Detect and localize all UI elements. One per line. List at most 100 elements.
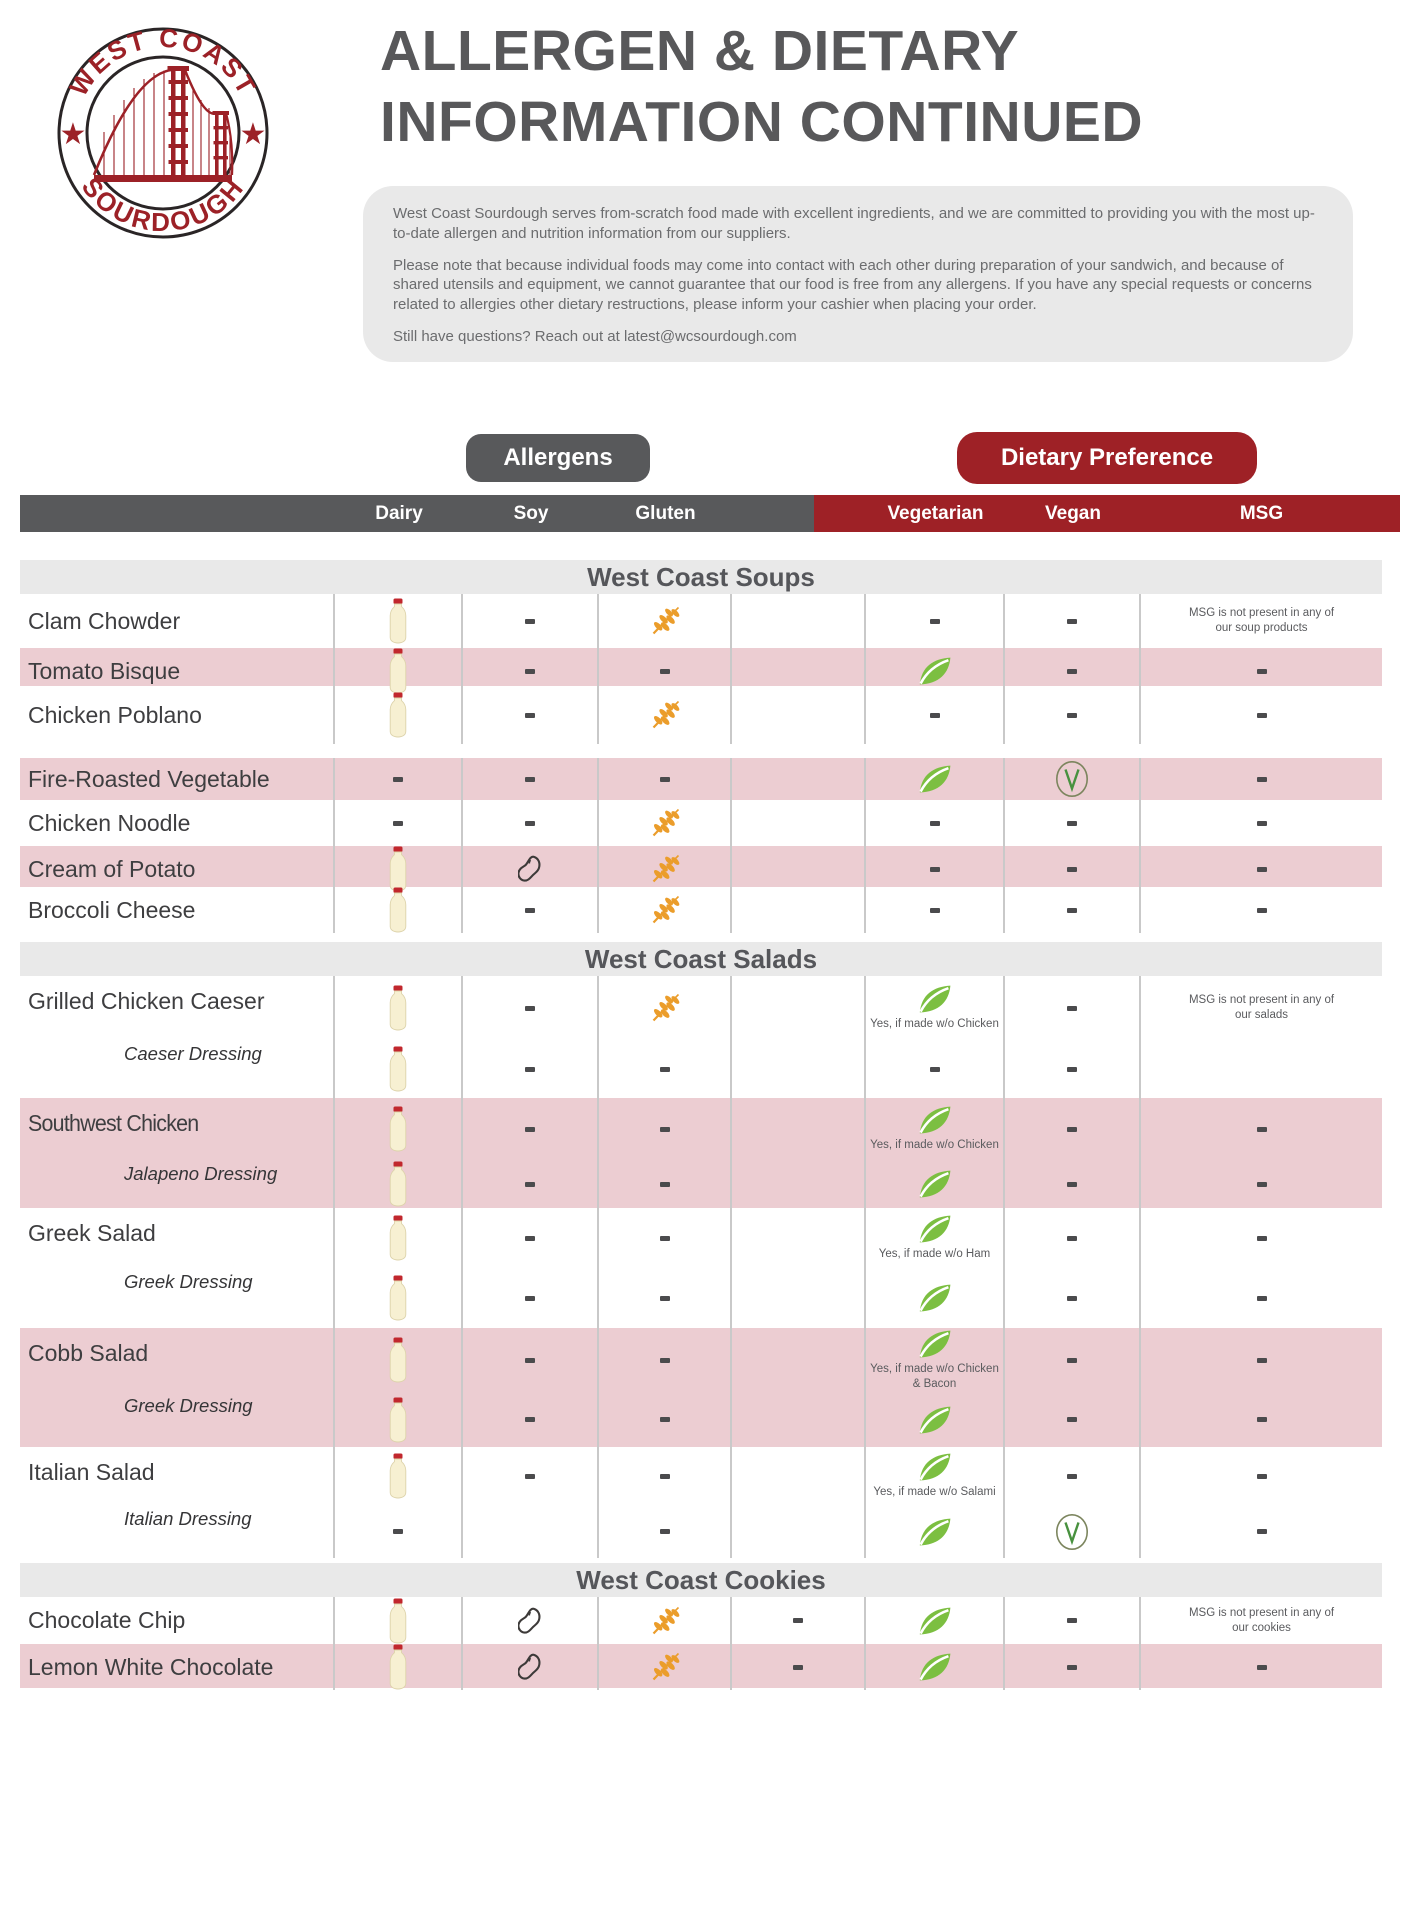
- table-row: Cream of Potato: [20, 846, 1382, 892]
- table-row: Broccoli Cheese: [20, 887, 1382, 933]
- golden-gate-bridge-icon: [92, 66, 234, 182]
- cell-vegetarian: Yes, if made w/o Salami: [866, 1447, 1005, 1505]
- dash-icon: [659, 1235, 670, 1241]
- dash-icon: [525, 1235, 535, 1241]
- dressing-name: Greek Dressing: [124, 1271, 253, 1292]
- milk-bottle-icon: [388, 1453, 408, 1499]
- cell-msg: MSG is not present in any of our salads: [1141, 976, 1382, 1040]
- table-row: Chicken Noodle: [20, 800, 1382, 846]
- leaf-icon: [918, 1169, 952, 1199]
- cell-note: Yes, if made w/o Ham: [878, 1248, 991, 1261]
- section-title: West Coast Cookies: [576, 1564, 826, 1595]
- column-header-gluten: Gluten: [635, 502, 696, 524]
- dietary-preference-pill: Dietary Preference: [957, 432, 1257, 484]
- cell-dairy: [335, 1098, 463, 1160]
- item-name-cell: Chicken Poblano: [20, 686, 335, 744]
- cell-vegetarian: [866, 1644, 1005, 1690]
- west-coast-sourdough-logo: WEST COAST SOURDOUGH ★ ★: [57, 23, 269, 239]
- dash-icon: [1067, 668, 1077, 674]
- dash-icon: [793, 1664, 803, 1670]
- cell-msg: [1141, 648, 1382, 694]
- soybean-icon: [518, 854, 542, 884]
- cell-spacer: [732, 686, 866, 744]
- cell-vegan: [1005, 887, 1141, 933]
- milk-bottle-icon: [388, 692, 408, 738]
- column-header-spacer: [20, 495, 335, 532]
- dash-icon: [929, 907, 940, 913]
- cell-gluten: [599, 1040, 732, 1098]
- cell-gluten: [599, 594, 732, 648]
- dash-icon: [1067, 1664, 1077, 1670]
- section-title: West Coast Soups: [587, 561, 815, 592]
- leaf-icon: [918, 1214, 952, 1244]
- dash-icon: [1256, 1417, 1267, 1422]
- milk-bottle-icon: [388, 1397, 408, 1443]
- dash-icon: [1067, 1618, 1077, 1623]
- milk-bottle-icon: [388, 985, 408, 1031]
- cell-dairy: [335, 1208, 463, 1268]
- table-row: Chocolate Chip MSG is not present in any …: [20, 1597, 1382, 1644]
- cell-msg: MSG is not present in any of our soup pr…: [1141, 594, 1382, 648]
- cell-msg: [1141, 800, 1382, 846]
- cell-vegetarian: Yes, if made w/o Chicken: [866, 976, 1005, 1040]
- cell-msg: [1141, 1208, 1382, 1268]
- wheat-icon: [650, 808, 680, 838]
- dash-icon: [659, 776, 670, 782]
- cell-msg: [1141, 1644, 1382, 1690]
- dash-icon: [525, 1417, 535, 1422]
- milk-bottle-icon: [388, 1046, 408, 1092]
- cell-spacer: [732, 1040, 866, 1098]
- cell-vegetarian: [866, 594, 1005, 648]
- milk-bottle-icon: [388, 846, 408, 892]
- cell-msg: [1141, 758, 1382, 800]
- item-name-cell: Clam Chowder: [20, 594, 335, 648]
- cell-vegan: [1005, 1208, 1141, 1268]
- leaf-icon: [918, 1405, 952, 1435]
- cell-dairy: [335, 686, 463, 744]
- item-name: Fire-Roasted Vegetable: [28, 765, 270, 792]
- cell-dairy: [335, 1505, 463, 1558]
- item-name-cell: Southwest Chicken: [20, 1098, 335, 1160]
- dash-icon: [1256, 1295, 1267, 1301]
- dash-icon: [1256, 776, 1267, 782]
- dash-icon: [929, 1066, 940, 1072]
- item-name: Lemon White Chocolate: [28, 1653, 274, 1680]
- cell-gluten: [599, 1447, 732, 1505]
- cell-gluten: [599, 686, 732, 744]
- cell-soy: [463, 1597, 599, 1644]
- cell-vegetarian: Yes, if made w/o Chicken & Bacon: [866, 1328, 1005, 1392]
- dressing-name: Caeser Dressing: [124, 1043, 262, 1064]
- cell-soy: [463, 887, 599, 933]
- cell-msg: [1141, 1268, 1382, 1328]
- cell-spacer: [732, 1160, 866, 1208]
- dash-icon: [1256, 1357, 1267, 1363]
- cell-gluten: [599, 648, 732, 694]
- cell-spacer: [732, 1098, 866, 1160]
- cell-vegetarian: [866, 758, 1005, 800]
- allergens-pill: Allergens: [466, 434, 650, 482]
- cell-gluten: [599, 800, 732, 846]
- cell-gluten: [599, 976, 732, 1040]
- cell-dairy: [335, 800, 463, 846]
- cell-spacer: [732, 846, 866, 892]
- cell-vegan: [1005, 846, 1141, 892]
- cell-dairy: [335, 1040, 463, 1098]
- item-name: Cream of Potato: [28, 855, 196, 882]
- cell-dairy: [335, 1328, 463, 1392]
- page-title: ALLERGEN & DIETARY INFORMATION CONTINUED: [380, 16, 1143, 158]
- cell-soy: [463, 1098, 599, 1160]
- cell-gluten: [599, 1392, 732, 1447]
- item-name-cell: Caeser Dressing: [20, 1040, 335, 1098]
- dash-icon: [1256, 1664, 1267, 1670]
- dash-icon: [929, 712, 940, 718]
- milk-bottle-icon: [388, 1598, 408, 1644]
- dash-icon: [393, 820, 403, 826]
- item-name-cell: Lemon White Chocolate: [20, 1644, 335, 1690]
- milk-bottle-icon: [388, 1215, 408, 1261]
- cell-soy: [463, 1160, 599, 1208]
- item-name: Italian Salad: [28, 1459, 155, 1485]
- cell-dairy: [335, 1160, 463, 1208]
- item-name-cell: Greek Salad: [20, 1208, 335, 1268]
- cell-vegan: [1005, 800, 1141, 846]
- cell-vegetarian: [866, 1597, 1005, 1644]
